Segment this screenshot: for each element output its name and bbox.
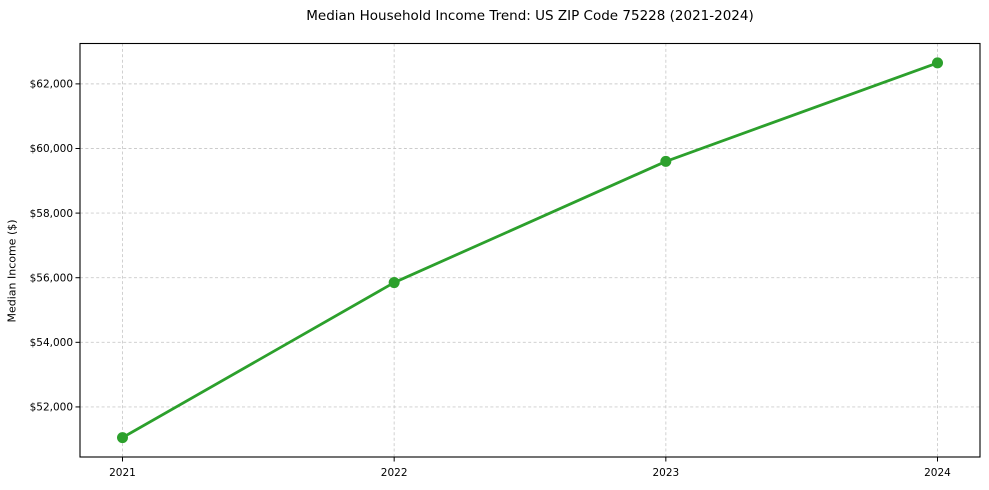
- x-tick-label: 2023: [652, 467, 679, 479]
- y-tick-label: $52,000: [30, 402, 73, 414]
- data-point: [660, 155, 672, 167]
- y-tick-label: $54,000: [30, 337, 73, 349]
- plot-border: [79, 42, 981, 458]
- x-tick-label: 2021: [109, 467, 136, 479]
- y-tick-label: $60,000: [30, 143, 73, 155]
- data-point: [932, 57, 943, 69]
- x-tick-label: 2022: [381, 467, 408, 479]
- trend-line: [121, 61, 939, 440]
- data-point: [117, 432, 128, 444]
- x-tick-label: 2024: [924, 467, 951, 479]
- data-point: [388, 277, 400, 289]
- y-tick-label: $58,000: [30, 208, 73, 220]
- y-tick-label: $62,000: [30, 79, 73, 91]
- y-tick-label: $56,000: [30, 272, 73, 284]
- chart-title: Median Household Income Trend: US ZIP Co…: [306, 8, 754, 24]
